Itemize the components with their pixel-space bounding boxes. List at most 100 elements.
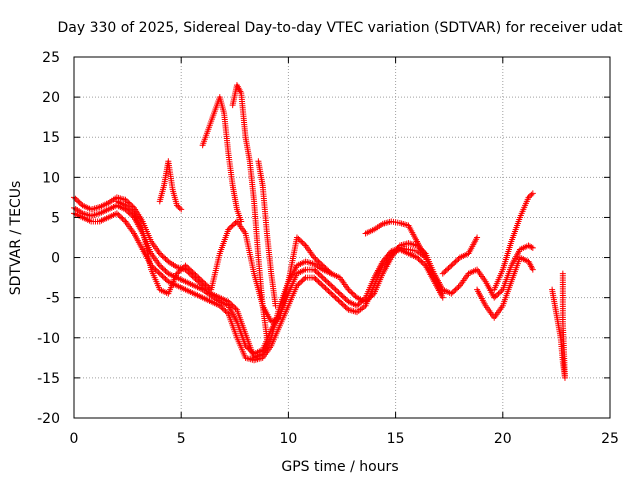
data-point [123,198,130,205]
data-point [173,270,180,277]
y-tick-label: 10 [42,170,60,186]
data-point [339,301,346,308]
data-point [323,278,330,285]
data-point [346,287,353,294]
data-point [336,298,343,305]
data-point [192,271,199,278]
data-point [526,193,533,200]
data-point [298,278,305,285]
data-point [156,270,163,277]
data-point [163,269,170,276]
data-point [421,261,428,268]
data-point [328,270,335,277]
data-point [348,289,355,296]
data-point [474,234,481,241]
data-point [338,291,345,298]
data-point [455,283,462,290]
data-point [116,213,123,220]
data-point [242,342,249,349]
data-point [126,200,133,207]
data-point [444,266,451,273]
data-point [529,190,536,197]
data-point [225,226,232,233]
data-point [123,203,130,210]
data-point [205,283,212,290]
data-point [198,277,205,284]
data-point [559,270,566,277]
data-point [494,291,501,298]
data-point [332,294,339,301]
data-point [232,305,239,312]
series-track-d [113,198,335,325]
data-point [161,266,168,273]
data-point [316,279,323,286]
data-point [301,275,308,282]
data-point [158,263,165,270]
series-track-m [549,270,568,381]
data-point [129,203,136,210]
y-tick-label: -20 [37,411,60,427]
data-point [202,281,209,288]
data-point [332,286,339,293]
data-point [151,265,158,272]
series-track-i [362,218,446,297]
data-point [342,296,349,303]
data-point [156,250,163,257]
data-point [159,253,166,260]
data-point [179,265,186,272]
data-point [418,258,425,265]
data-point [248,348,255,355]
data-point [451,287,458,294]
x-tick-label: 5 [177,431,186,447]
data-point [245,345,252,352]
data-point [128,207,135,214]
x-tick-label: 10 [279,431,297,447]
data-point [318,281,325,288]
data-point [338,300,345,307]
data-point [193,273,200,280]
data-point [78,201,85,208]
data-point [319,282,326,289]
data-point [448,290,455,297]
data-point [312,267,319,274]
data-point [186,266,193,273]
y-tick-label: 15 [42,130,60,146]
data-point [321,275,328,282]
x-tick-label: 25 [601,431,619,447]
data-point [125,205,132,212]
data-point [161,274,168,281]
data-point [189,269,196,276]
series-track-e [156,158,185,213]
data-point [191,270,198,277]
data-point [344,305,351,312]
data-point [326,289,333,296]
data-point [341,302,348,309]
data-point [318,261,325,268]
data-point [173,202,180,209]
data-point [118,214,125,221]
data-point [328,290,335,297]
data-point [495,290,502,297]
data-point [185,265,192,272]
data-point [529,266,536,273]
data-point [452,286,459,293]
data-point [178,266,185,273]
data-point [201,279,208,286]
data-point [491,294,498,301]
data-point [355,301,362,308]
data-point [296,279,303,286]
data-point [335,297,342,304]
data-point [72,195,79,202]
data-point [445,265,452,272]
y-tick-label: -15 [37,371,60,387]
y-tick-label: -10 [37,331,60,347]
chart-title: Day 330 of 2025, Sidereal Day-to-day VTE… [57,20,623,36]
data-point [311,266,318,273]
data-point [159,273,166,280]
y-axis-label: SDTVAR / TECUs [8,181,24,296]
points-layer [71,82,568,381]
data-point [319,262,326,269]
grid-layer [74,57,610,418]
data-point [298,238,305,245]
